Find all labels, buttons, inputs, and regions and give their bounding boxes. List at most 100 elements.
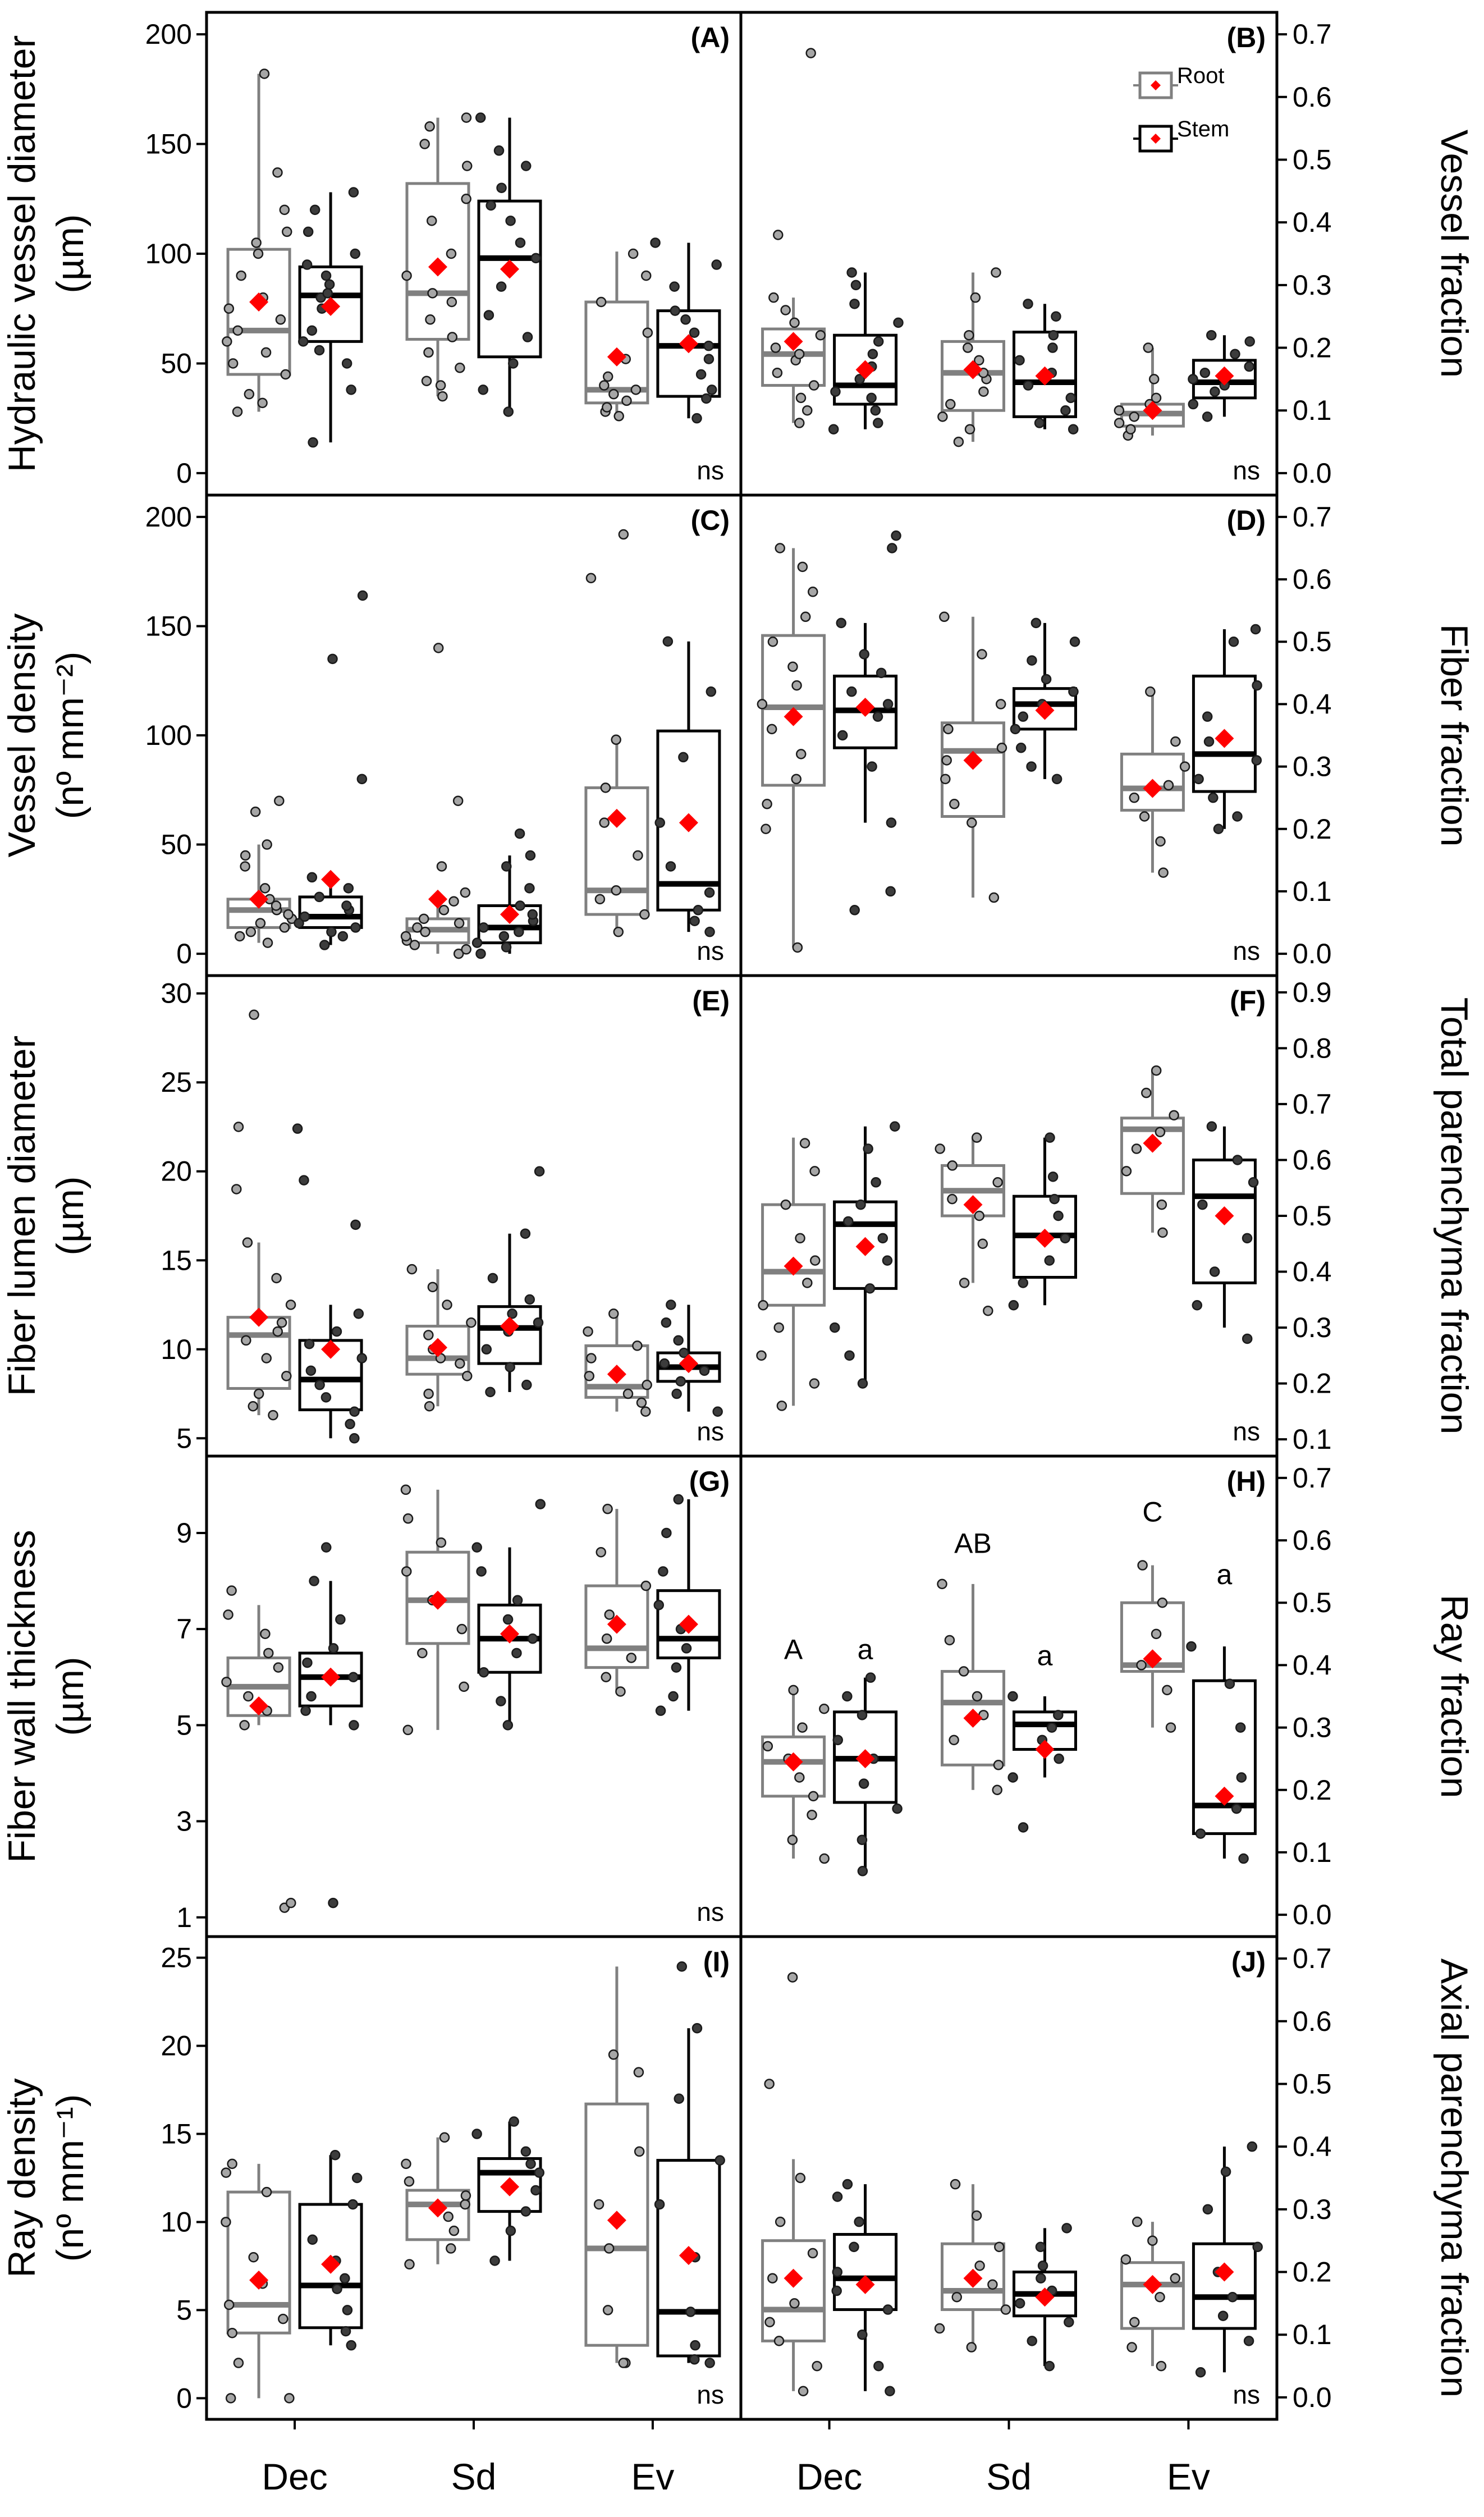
box-iqr — [1120, 1116, 1185, 1195]
box-iqr — [405, 182, 470, 341]
data-point — [819, 1703, 830, 1714]
box-a-ev-stem — [650, 237, 722, 424]
data-point — [866, 392, 877, 404]
data-point — [1027, 2336, 1037, 2346]
y-tick-label-g: 9 — [176, 1517, 192, 1549]
data-point — [302, 1657, 313, 1668]
box-iqr — [1120, 752, 1185, 812]
data-point — [1046, 1722, 1057, 1733]
data-point — [1051, 774, 1062, 785]
box-f-sd-root — [935, 1132, 1005, 1316]
data-point — [1209, 1266, 1220, 1277]
data-point — [849, 299, 860, 309]
y-tick-label-h: 0.0 — [1293, 1899, 1332, 1930]
data-point — [321, 1542, 332, 1553]
data-point — [481, 1344, 492, 1355]
box-iqr — [761, 634, 826, 787]
mean-marker — [963, 360, 983, 379]
data-point — [233, 1122, 244, 1132]
data-point — [711, 259, 722, 270]
box-iqr — [584, 1344, 649, 1399]
box-a-sd-root — [401, 112, 473, 402]
mean-marker — [855, 1749, 875, 1769]
data-point — [671, 1662, 682, 1673]
box-iqr — [584, 2102, 649, 2347]
data-point — [858, 1778, 869, 1789]
data-point — [1148, 374, 1160, 385]
data-point — [1132, 2216, 1143, 2227]
data-point — [520, 1228, 531, 1239]
data-point — [299, 1175, 309, 1186]
y-axis-label-c: (nº mm⁻²) — [49, 652, 91, 820]
mean-marker — [1215, 366, 1234, 386]
data-point — [795, 392, 807, 404]
panel-label-d: (D) — [1227, 505, 1266, 536]
data-point — [306, 1691, 317, 1702]
box-c-sd-stem — [471, 828, 542, 959]
data-point — [613, 411, 624, 422]
y-tick-label-e: 10 — [161, 1334, 192, 1365]
box-h-ev-stem — [1186, 1641, 1257, 1864]
data-point — [604, 1609, 615, 1620]
data-point — [714, 2155, 725, 2166]
data-point — [524, 883, 535, 894]
data-point — [240, 861, 250, 872]
box-a-sd-stem — [475, 112, 542, 417]
mean-marker — [321, 2254, 341, 2274]
data-point — [964, 330, 974, 341]
box-iqr — [1013, 331, 1077, 418]
mean-marker — [321, 1339, 341, 1359]
box-i-sd-stem — [471, 2116, 545, 2266]
y-tick-label-c: 200 — [145, 501, 192, 533]
data-point — [893, 317, 904, 328]
data-point — [1163, 780, 1174, 791]
data-point — [626, 1653, 637, 1663]
data-point — [324, 279, 335, 290]
data-point — [849, 2241, 859, 2253]
y-tick-label-d: 0.4 — [1293, 688, 1332, 720]
data-point — [802, 405, 813, 416]
data-point — [1036, 2273, 1046, 2283]
y-axis-label-g: (µm) — [49, 1656, 91, 1736]
data-point — [1227, 2291, 1238, 2303]
data-point — [611, 885, 622, 896]
data-point — [478, 1667, 489, 1678]
y-tick-label-j: 0.5 — [1293, 2068, 1332, 2099]
data-point — [343, 883, 354, 894]
data-point — [1023, 380, 1034, 391]
box-f-ev-stem — [1192, 1121, 1259, 1344]
data-point — [223, 303, 235, 314]
data-point — [303, 226, 314, 237]
data-point — [314, 891, 325, 903]
data-point — [1232, 1155, 1243, 1165]
data-point — [1188, 399, 1199, 410]
mean-marker — [855, 2275, 875, 2294]
panel-label-g: (G) — [689, 1466, 730, 1497]
y-tick-label-i: 15 — [161, 2118, 192, 2150]
data-point — [424, 1401, 435, 1412]
box-iqr — [477, 199, 542, 359]
data-point — [964, 424, 975, 434]
y-tick-label-a: 100 — [145, 238, 192, 269]
data-point — [1244, 361, 1254, 372]
data-point — [350, 922, 361, 933]
data-point — [426, 216, 437, 226]
data-point — [977, 649, 987, 660]
box-e-ev-stem — [656, 1299, 723, 1417]
data-point — [776, 1401, 787, 1411]
data-point — [453, 948, 464, 959]
data-point — [873, 2360, 884, 2372]
data-point — [855, 1199, 866, 1210]
box-f-dec-root — [756, 1137, 826, 1411]
data-point — [527, 909, 538, 920]
y-axis-label-d: Fiber fraction — [1433, 624, 1476, 847]
data-point — [349, 1720, 359, 1731]
panel-label-h: (H) — [1227, 1466, 1266, 1497]
data-point — [993, 1760, 1004, 1770]
mean-marker — [679, 813, 698, 832]
data-point — [222, 336, 232, 347]
data-point — [346, 385, 356, 395]
data-point — [674, 2093, 684, 2104]
data-point — [232, 406, 243, 417]
data-point — [943, 724, 954, 735]
